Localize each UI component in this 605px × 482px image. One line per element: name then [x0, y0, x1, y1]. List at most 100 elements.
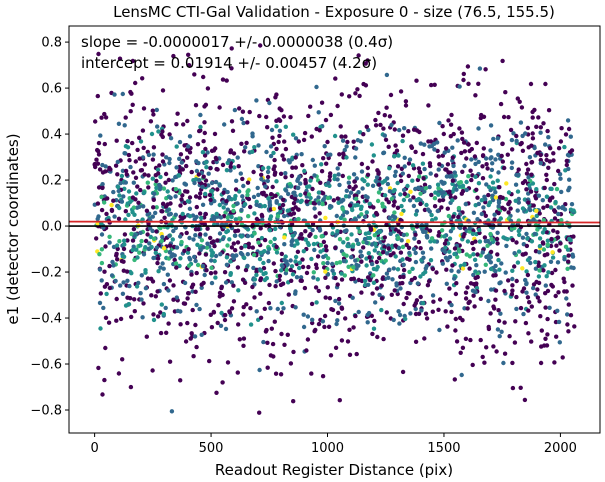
data-point: [246, 196, 252, 202]
data-point: [423, 269, 428, 275]
data-point: [126, 152, 132, 158]
data-point: [158, 330, 164, 336]
data-point: [524, 290, 529, 295]
data-point: [422, 207, 428, 213]
data-point: [192, 334, 198, 339]
data-point: [554, 186, 560, 192]
data-point: [239, 207, 244, 213]
data-point: [291, 132, 296, 137]
data-point: [499, 153, 504, 159]
data-point: [371, 205, 376, 210]
data-point: [470, 362, 475, 368]
data-point: [439, 205, 444, 210]
data-point: [464, 187, 469, 193]
data-point: [259, 176, 264, 182]
data-point: [337, 260, 343, 265]
data-point: [186, 263, 192, 268]
data-point: [562, 289, 567, 294]
data-point: [543, 142, 548, 147]
data-point: [118, 180, 123, 186]
data-point: [413, 259, 419, 265]
data-point: [126, 189, 132, 194]
data-point: [372, 233, 377, 238]
data-point: [118, 316, 124, 322]
data-point: [324, 161, 329, 166]
data-point: [168, 195, 173, 200]
data-point: [351, 172, 357, 177]
data-point: [529, 304, 534, 309]
data-point: [463, 290, 469, 295]
data-point: [538, 157, 543, 163]
data-point: [541, 268, 546, 273]
data-point: [113, 278, 118, 284]
data-point: [153, 294, 158, 299]
data-point: [194, 214, 199, 220]
data-point: [196, 172, 201, 177]
data-point: [291, 399, 296, 404]
data-point: [239, 245, 244, 250]
data-point: [243, 267, 249, 273]
data-point: [194, 204, 199, 210]
data-point: [217, 202, 222, 208]
data-point: [440, 261, 445, 266]
data-point: [467, 226, 472, 231]
data-point: [364, 210, 369, 215]
y-axis-label: e1 (detector coordinates): [4, 133, 22, 324]
data-point: [309, 371, 314, 376]
data-point: [476, 126, 481, 131]
data-point: [101, 305, 106, 311]
data-point: [124, 172, 129, 177]
data-point: [214, 211, 219, 217]
data-point: [556, 168, 561, 174]
data-point: [228, 168, 233, 173]
data-point: [426, 279, 432, 284]
data-point: [251, 252, 257, 258]
data-point: [538, 161, 543, 166]
data-point: [321, 261, 326, 266]
data-point: [308, 195, 313, 201]
data-point: [211, 160, 216, 165]
data-point: [153, 250, 158, 255]
data-point: [269, 192, 274, 197]
data-point: [457, 126, 462, 131]
data-point: [496, 152, 501, 157]
data-point: [531, 203, 536, 208]
data-point: [406, 173, 411, 179]
data-point: [205, 226, 210, 231]
data-point: [323, 275, 328, 280]
data-point: [181, 122, 186, 127]
data-point: [435, 140, 440, 145]
data-point: [489, 287, 494, 292]
data-point: [143, 286, 149, 291]
data-point: [430, 309, 435, 314]
data-point: [543, 283, 548, 288]
data-point: [402, 164, 407, 169]
data-point: [566, 166, 571, 172]
data-point: [524, 243, 530, 249]
data-point: [203, 160, 209, 165]
data-point: [289, 242, 294, 248]
data-point: [559, 218, 564, 223]
data-point: [383, 258, 388, 263]
data-point: [131, 180, 136, 185]
data-point: [449, 309, 454, 315]
data-point: [509, 165, 514, 171]
data-point: [259, 212, 264, 218]
data-point: [98, 326, 103, 331]
data-point: [553, 293, 558, 299]
data-point: [493, 195, 499, 200]
data-point: [499, 261, 504, 266]
data-point: [208, 197, 213, 203]
data-point: [359, 259, 364, 264]
data-point: [496, 170, 501, 175]
data-point: [503, 270, 508, 275]
data-point: [510, 385, 516, 391]
data-point: [99, 278, 104, 283]
data-point: [279, 300, 284, 306]
data-point: [485, 166, 490, 171]
data-point: [251, 169, 256, 175]
data-points: [92, 43, 577, 415]
data-point: [529, 143, 534, 148]
data-point: [547, 305, 552, 310]
data-point: [209, 180, 215, 186]
